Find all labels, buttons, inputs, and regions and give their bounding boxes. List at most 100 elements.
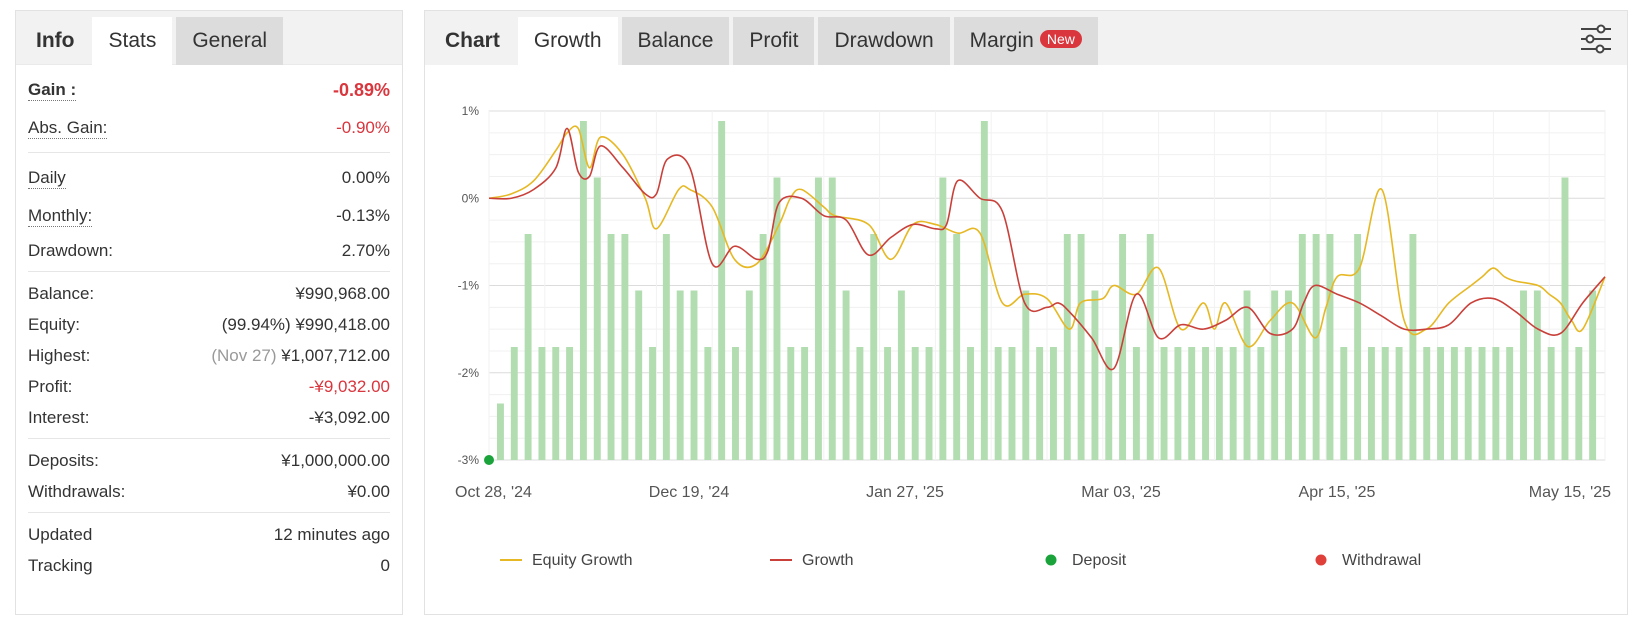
bar (1589, 290, 1597, 460)
bar (1285, 290, 1292, 460)
monthly-row: Monthly: -0.13% (28, 197, 390, 235)
profit-label: Profit: (28, 376, 73, 396)
bar (1409, 234, 1417, 460)
y-tick-label: -3% (458, 453, 480, 467)
updated-row: Updated 12 minutes ago (28, 519, 390, 550)
withdrawals-row: Withdrawals: ¥0.00 (28, 476, 390, 507)
tracking-row: Tracking 0 (28, 550, 390, 581)
bar (1575, 347, 1583, 460)
tab-drawdown[interactable]: Drawdown (818, 17, 950, 65)
divider (28, 512, 390, 513)
bar (621, 234, 629, 460)
legend-dot-swatch (1045, 554, 1057, 566)
stats-tabs: Info Stats General (16, 11, 402, 65)
tab-general[interactable]: General (176, 17, 284, 65)
legend-label: Equity Growth (532, 552, 632, 569)
bar (552, 347, 560, 460)
bar (690, 290, 698, 460)
bar (773, 177, 781, 460)
profit-value: -¥9,032.00 (308, 376, 390, 396)
tab-chart[interactable]: Chart (445, 29, 500, 52)
bar (676, 290, 684, 460)
tab-margin[interactable]: Margin New (953, 17, 1098, 65)
bar (870, 234, 878, 460)
x-tick-label: Apr 15, '25 (1299, 484, 1376, 501)
bar (980, 121, 988, 460)
bar (1229, 347, 1237, 460)
deposits-label: Deposits: (28, 450, 99, 470)
bar (538, 347, 546, 460)
abs-gain-value: -0.90% (336, 118, 390, 137)
bar (1533, 290, 1541, 460)
divider (28, 271, 390, 272)
withdrawals-label: Withdrawals: (28, 481, 126, 501)
daily-label[interactable]: Daily (28, 167, 66, 189)
balance-value: ¥990,968.00 (295, 283, 390, 303)
gain-row: Gain : -0.89% (28, 71, 390, 109)
bar (1271, 290, 1279, 460)
bar (732, 347, 739, 460)
new-badge: New (1039, 30, 1082, 49)
bar (607, 234, 615, 460)
bar (1464, 347, 1472, 460)
deposits-value: ¥1,000,000.00 (281, 450, 390, 470)
bar (1215, 347, 1223, 460)
bar (579, 121, 587, 460)
bar (1395, 347, 1403, 460)
withdrawals-value: ¥0.00 (347, 481, 390, 501)
x-tick-label: Jan 27, '25 (866, 484, 944, 501)
legend-label: Deposit (1072, 552, 1127, 569)
equity-value-wrap: (99.94%) ¥990,418.00 (222, 315, 390, 335)
bar (1036, 347, 1044, 460)
legend-label: Growth (802, 552, 854, 569)
x-tick-label: May 15, '25 (1529, 484, 1611, 501)
bar (911, 347, 919, 460)
bar (1243, 290, 1251, 460)
tab-stats[interactable]: Stats (92, 17, 173, 65)
bar (1437, 347, 1445, 460)
sliders-icon[interactable] (1579, 23, 1613, 55)
bar (1077, 234, 1085, 460)
equity-label: Equity: (28, 314, 80, 334)
tab-info[interactable]: Info (36, 29, 75, 52)
bar (1132, 347, 1140, 460)
abs-gain-label[interactable]: Abs. Gain: (28, 117, 108, 139)
equity-growth-line (488, 125, 1606, 348)
bar (1506, 347, 1514, 460)
monthly-label[interactable]: Monthly: (28, 205, 93, 227)
x-tick-label: Mar 03, '25 (1081, 484, 1161, 501)
drawdown-row: Drawdown: 2.70% (28, 235, 390, 266)
equity-percent: (99.94%) (221, 314, 291, 334)
growth-chart-svg: 1% 0% -1% -2% -3% Oct 28, '24 Dec 19, '24 Jan … (455, 104, 1611, 569)
tab-growth[interactable]: Growth (517, 17, 618, 65)
y-tick-label: 0% (462, 191, 480, 205)
bar (828, 177, 836, 460)
equity-row: Equity: (99.94%) ¥990,418.00 (28, 309, 390, 340)
abs-gain-row: Abs. Gain: -0.90% (28, 109, 390, 147)
gain-value: -0.89% (332, 79, 390, 100)
interest-value: -¥3,092.00 (308, 407, 390, 427)
bar (662, 234, 670, 460)
bar (1257, 347, 1265, 460)
bar (856, 347, 864, 460)
bar (524, 234, 532, 460)
legend-dot-swatch (1315, 554, 1327, 566)
bar (953, 234, 961, 460)
interest-label: Interest: (28, 407, 90, 427)
bar (1423, 347, 1431, 460)
tab-margin-label: Margin (969, 29, 1034, 52)
tab-profit[interactable]: Profit (733, 17, 815, 65)
equity-value: ¥990,418.00 (295, 314, 390, 334)
bar (1478, 347, 1486, 460)
chart-panel: Chart Growth Balance Profit Drawdown Mar… (424, 10, 1628, 615)
growth-line (488, 127, 1606, 371)
bar (649, 347, 656, 460)
bar (718, 121, 726, 460)
daily-row: Daily 0.00% (28, 159, 390, 197)
balance-row: Balance: ¥990,968.00 (28, 278, 390, 309)
tab-balance[interactable]: Balance (621, 17, 730, 65)
gain-label[interactable]: Gain : (28, 79, 77, 101)
chart-tabs: Chart Growth Balance Profit Drawdown Mar… (425, 11, 1627, 65)
bar (1063, 234, 1071, 460)
bar (1022, 290, 1030, 460)
